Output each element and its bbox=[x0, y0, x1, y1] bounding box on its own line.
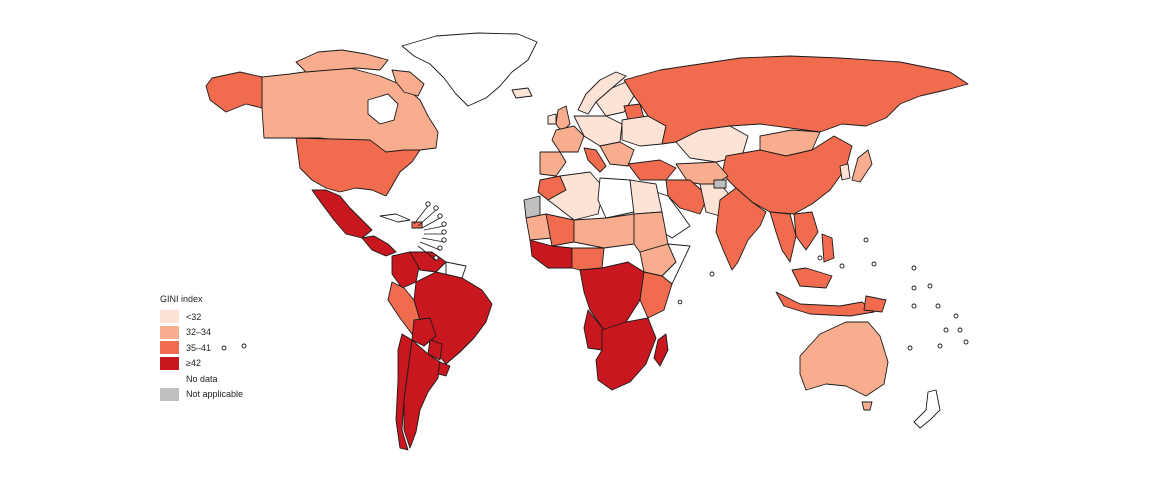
region-france bbox=[551, 125, 585, 153]
legend-swatch bbox=[160, 310, 179, 324]
region-korea bbox=[839, 163, 851, 181]
region-ireland bbox=[547, 113, 557, 125]
region-norway bbox=[577, 71, 627, 115]
region-iceland bbox=[511, 87, 533, 99]
legend-label: 32–34 bbox=[186, 327, 212, 338]
region-central-africa bbox=[579, 261, 645, 331]
region-malaysia bbox=[791, 267, 833, 289]
legend-swatch bbox=[160, 325, 179, 339]
region-mali bbox=[545, 213, 575, 247]
region-na-kashmir bbox=[713, 179, 727, 189]
region-angola bbox=[583, 309, 605, 351]
region-canada-baffin bbox=[391, 69, 425, 97]
small-islands bbox=[221, 201, 969, 351]
legend-item: No data bbox=[160, 371, 243, 387]
region-russia bbox=[623, 55, 969, 145]
region-new-zealand bbox=[913, 389, 941, 429]
region-greenland bbox=[401, 32, 538, 107]
region-india bbox=[715, 187, 767, 271]
region-argentina bbox=[403, 339, 441, 449]
region-png bbox=[863, 295, 887, 313]
region-indonesia bbox=[775, 291, 875, 317]
legend-label: <32 bbox=[186, 311, 202, 322]
legend-item: 35–41 bbox=[160, 340, 243, 356]
region-egypt bbox=[629, 179, 663, 215]
region-paraguay bbox=[427, 339, 443, 361]
region-turkey bbox=[627, 159, 677, 181]
region-west-coast bbox=[529, 239, 573, 269]
legend-swatch bbox=[160, 372, 179, 386]
legend-item: Not applicable bbox=[160, 387, 243, 403]
legend-swatch bbox=[160, 341, 179, 355]
legend-label: No data bbox=[186, 373, 218, 384]
region-mexico bbox=[311, 189, 373, 239]
region-indochina bbox=[793, 211, 819, 251]
legend-swatch bbox=[160, 387, 179, 401]
region-niger-chad bbox=[573, 213, 635, 249]
region-western-sahara bbox=[523, 195, 541, 219]
region-hispaniola bbox=[411, 221, 423, 229]
region-tasmania bbox=[861, 401, 873, 411]
region-central-america bbox=[361, 235, 397, 257]
legend-item: ≥42 bbox=[160, 356, 243, 372]
legend-title: GINI index bbox=[160, 294, 203, 304]
region-italy bbox=[583, 147, 607, 173]
region-usa bbox=[295, 137, 421, 197]
region-uruguay bbox=[437, 361, 451, 377]
region-japan bbox=[851, 149, 873, 183]
legend-item: <32 bbox=[160, 309, 243, 325]
legend-label: ≥42 bbox=[186, 358, 201, 369]
region-balkans bbox=[599, 141, 635, 167]
region-cuba bbox=[379, 213, 411, 223]
region-canada-arctic bbox=[295, 49, 389, 73]
region-kazakhstan bbox=[675, 125, 749, 163]
region-philippines bbox=[821, 233, 835, 263]
region-australia bbox=[799, 321, 889, 397]
map-legend: GINI index <32 32–34 35–41 ≥42 No data N… bbox=[160, 294, 243, 402]
legend-swatch bbox=[160, 356, 179, 370]
region-brazil bbox=[413, 271, 493, 365]
region-east-africa bbox=[639, 271, 673, 319]
legend-label: Not applicable bbox=[186, 389, 244, 400]
legend-label: 35–41 bbox=[186, 342, 212, 353]
region-southern-africa bbox=[595, 317, 657, 391]
region-alaska bbox=[205, 71, 263, 113]
region-nigeria bbox=[571, 247, 605, 271]
region-libya bbox=[597, 177, 635, 219]
region-madagascar bbox=[653, 333, 669, 367]
region-myanmar-thai bbox=[769, 211, 797, 263]
region-iberia bbox=[539, 151, 567, 177]
legend-item: 32–34 bbox=[160, 325, 243, 341]
hudson-bay bbox=[367, 93, 399, 125]
